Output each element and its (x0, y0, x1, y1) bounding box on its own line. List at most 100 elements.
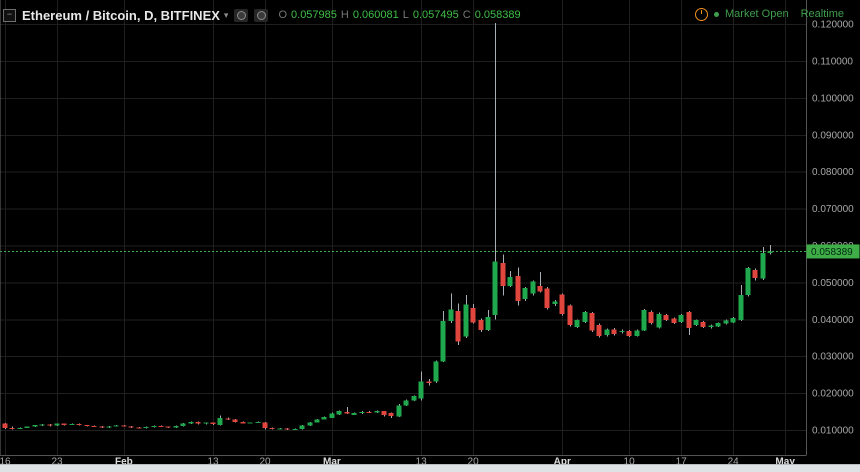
candle-up (151, 425, 157, 428)
candle-up (255, 421, 261, 423)
y-tick-label: 0.100000 (812, 93, 854, 104)
candle-down (611, 329, 617, 335)
high-value: 0.060081 (352, 9, 399, 21)
collapse-legend-icon[interactable]: − (3, 8, 16, 22)
candle-up (321, 417, 327, 420)
candle-down (544, 288, 550, 309)
candle-down (426, 381, 432, 383)
candle-up (522, 287, 528, 300)
candle-up (217, 418, 223, 425)
candle-up (708, 325, 714, 328)
candle-up (299, 425, 305, 429)
chart-legend: − Ethereum / Bitcoin, D, BITFINEX ▾ O 0.… (3, 6, 521, 24)
candle-down (121, 425, 127, 427)
high-label: H (340, 9, 349, 21)
candle-up (715, 322, 721, 327)
chevron-down-icon[interactable]: ▾ (223, 9, 229, 20)
price-axis[interactable]: 0.120000 0.110000 0.100000 0.090000 0.080000… (812, 20, 854, 437)
candle-up (418, 381, 424, 399)
candle-up (738, 294, 744, 321)
candle-up (403, 400, 409, 406)
candle-up (530, 281, 536, 294)
x-tick-label: May (775, 457, 795, 468)
y-tick-label: 0.110000 (812, 57, 853, 68)
quick-button-1[interactable] (234, 8, 249, 22)
candle-up (574, 320, 580, 328)
candle-down (455, 311, 461, 342)
grid-lines (0, 0, 806, 455)
x-tick-label: 20 (259, 457, 271, 468)
symbol-title[interactable]: Ethereum / Bitcoin, D, BITFINEX (22, 7, 220, 23)
candle-down (47, 424, 53, 426)
realtime-status-text: Realtime (800, 8, 844, 20)
x-tick-label: Feb (115, 457, 133, 468)
candle-up (634, 330, 640, 336)
candle-down (136, 427, 142, 429)
page-edge-strip (0, 464, 860, 472)
candle-up (173, 425, 179, 428)
y-tick-label: 0.010000 (812, 426, 854, 437)
candle-up (396, 405, 402, 417)
low-label: L (402, 9, 409, 21)
close-label: C (462, 9, 471, 21)
candle-up (678, 314, 684, 322)
low-value: 0.057495 (412, 9, 459, 21)
candle-up (656, 313, 662, 328)
candle-down (99, 426, 105, 428)
candle-up (113, 425, 119, 427)
candle-down (284, 428, 290, 430)
candle-up (760, 252, 766, 279)
x-tick-label: Apr (554, 457, 571, 468)
quick-button-2[interactable] (254, 8, 269, 22)
candle-up (492, 261, 498, 315)
ohlc-readout: O 0.057985 H 0.060081 L 0.057495 C 0.058… (278, 9, 520, 21)
candle-down (76, 424, 82, 426)
candle-up (604, 329, 610, 336)
candle-down (9, 427, 15, 429)
market-status-text: Market Open (725, 8, 789, 20)
y-tick-label: 0.090000 (812, 130, 854, 141)
candle-up (730, 318, 736, 323)
candle-up (723, 320, 729, 324)
candle-up (329, 413, 335, 418)
candle-up (463, 304, 469, 337)
candle-down (515, 276, 521, 301)
y-tick-label: 0.040000 (812, 315, 854, 326)
candle-up (188, 421, 194, 424)
candle-down (752, 269, 758, 278)
candle-down (500, 262, 506, 287)
open-value: 0.057985 (291, 9, 337, 21)
candle-up (292, 428, 298, 430)
candle-down (269, 428, 275, 430)
market-status-bar: Market Open Realtime (695, 6, 844, 22)
candle-down (388, 413, 394, 416)
y-tick-label: 0.080000 (812, 167, 854, 178)
candle-down (158, 425, 164, 427)
candle-up (411, 396, 417, 401)
candle-down (262, 422, 268, 429)
x-tick-label: 16 (0, 457, 11, 468)
candle-up (143, 427, 149, 429)
x-tick-label: 20 (468, 457, 480, 468)
candle-up (307, 422, 313, 426)
time-axis[interactable]: 16 23 Feb 13 20 Mar 13 20 Apr 10 17 24 May (0, 457, 795, 468)
candles (2, 22, 773, 430)
candle-up (552, 301, 558, 304)
candle-up (351, 413, 357, 415)
candle-down (195, 421, 201, 424)
candle-down (478, 320, 484, 331)
candle-up (336, 411, 342, 415)
candle-up (448, 309, 454, 322)
x-tick-label: 13 (416, 457, 428, 468)
close-value: 0.058389 (474, 9, 521, 21)
market-open-dot-icon (714, 11, 719, 17)
candle-down (210, 422, 216, 425)
y-tick-label: 0.070000 (812, 204, 854, 215)
y-tick-label: 0.120000 (812, 20, 854, 31)
svg-text:0.058389: 0.058389 (811, 247, 853, 258)
candle-up (745, 268, 751, 295)
x-tick-label: 10 (624, 457, 636, 468)
candle-down (589, 313, 595, 331)
